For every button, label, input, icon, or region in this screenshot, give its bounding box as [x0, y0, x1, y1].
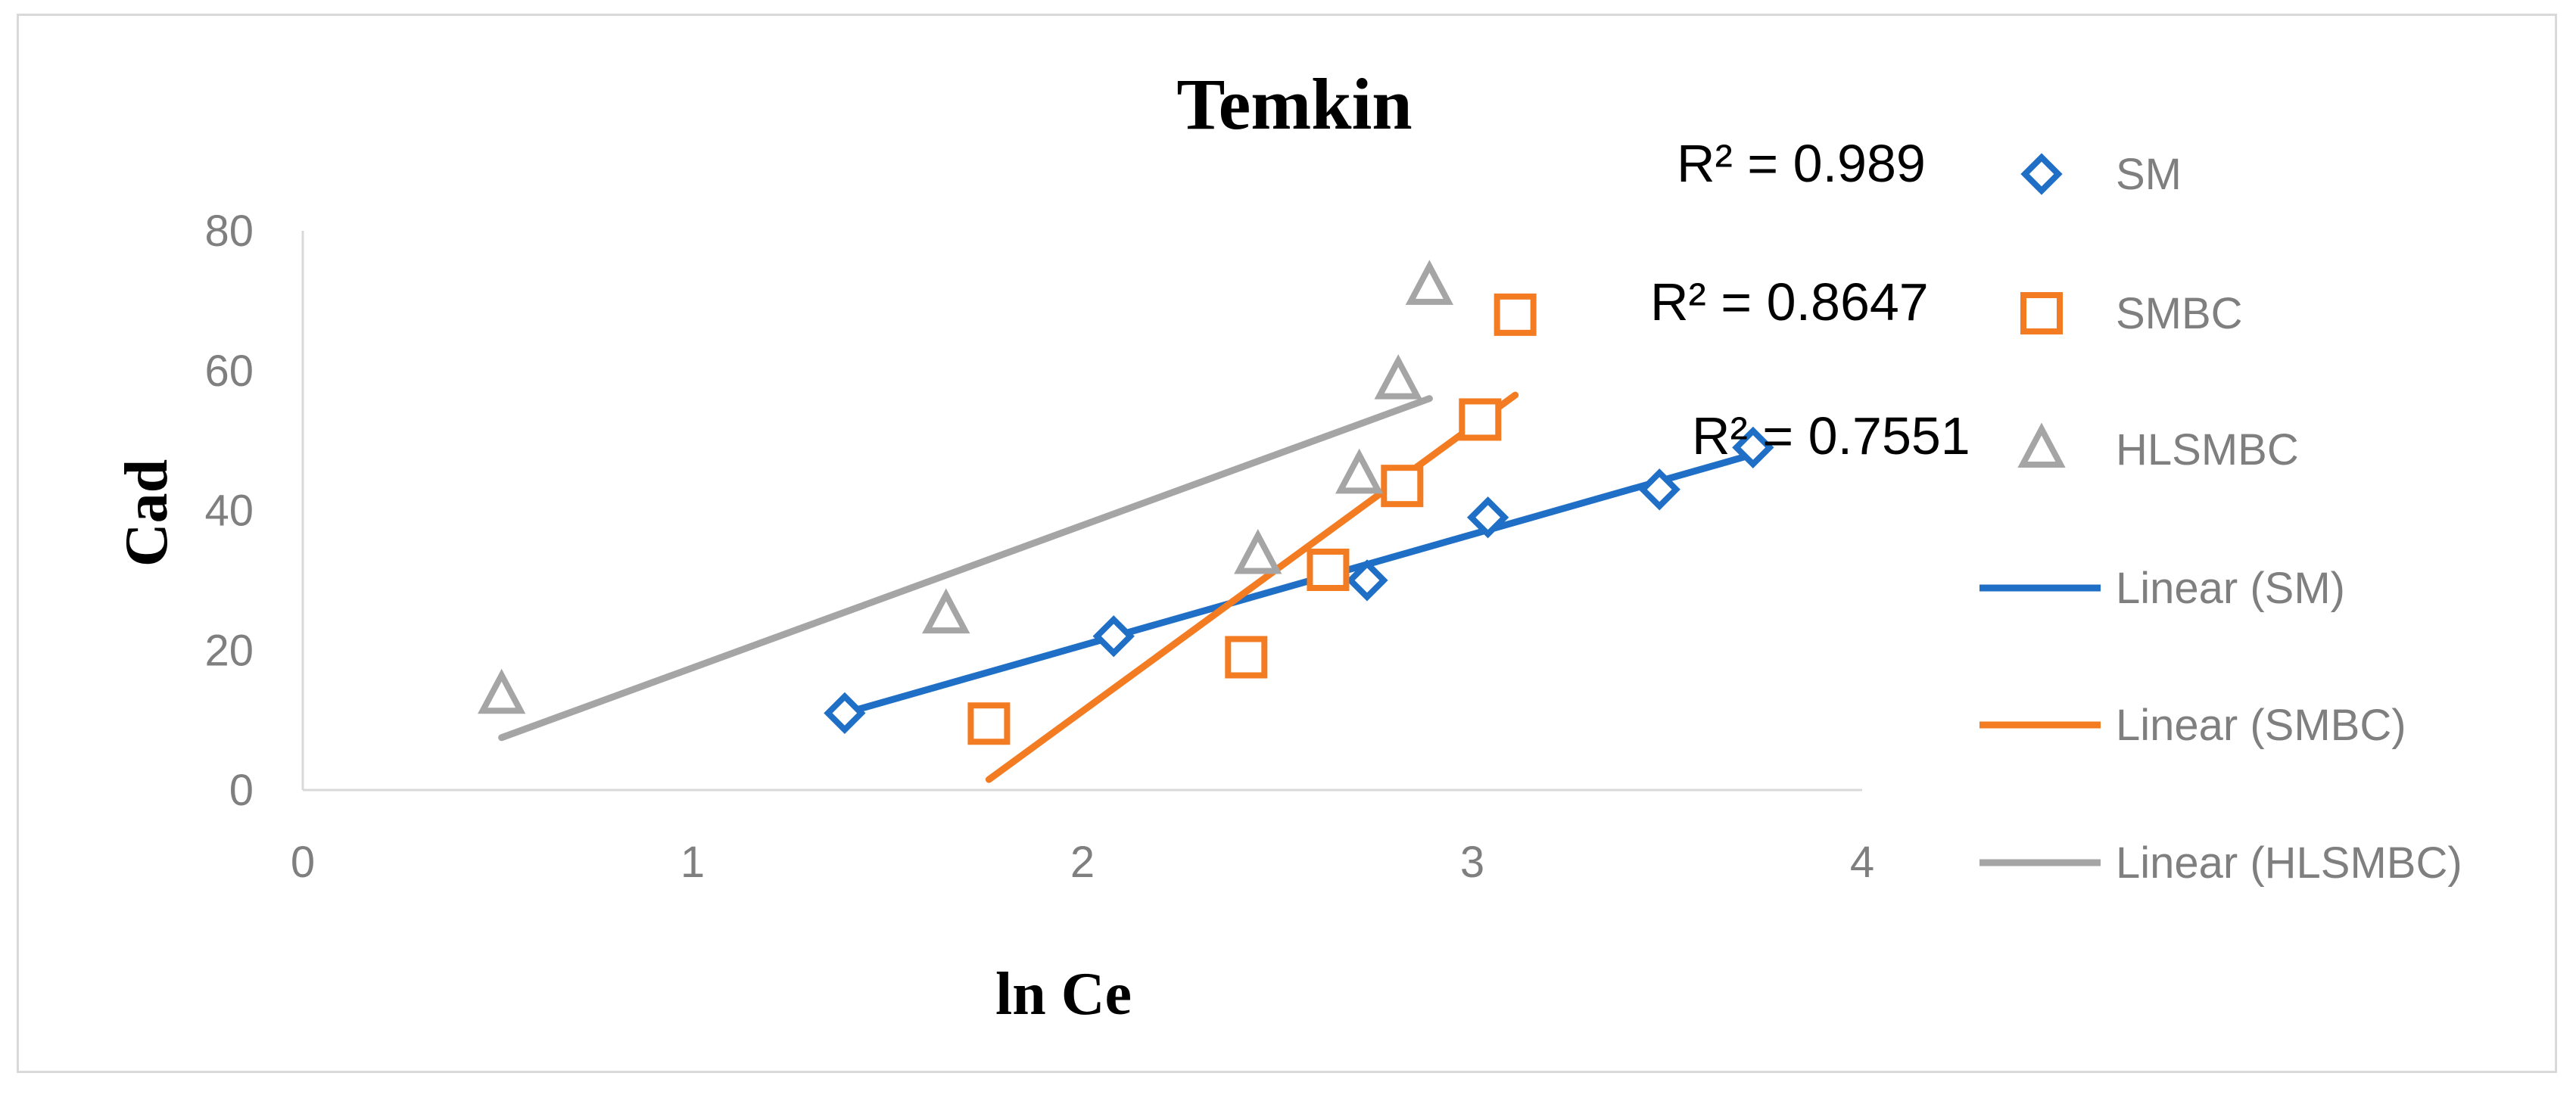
r-squared-labels: R² = 0.989 R² = 0.8647 R² = 0.7551	[1650, 134, 1970, 465]
point-smbc	[1494, 293, 1537, 336]
point-sm	[1466, 496, 1509, 539]
point-smbc	[1225, 636, 1268, 679]
chart-frame	[17, 14, 2557, 1073]
point-sm	[824, 692, 866, 735]
point-sm	[1732, 426, 1774, 469]
x-tick-label: 1	[681, 838, 705, 887]
y-tick-label: 0	[229, 766, 254, 815]
legend-label-sm: SM	[2116, 150, 2182, 199]
trendline-smbc	[985, 391, 1519, 783]
legend-label-linear-sm: Linear (SM)	[2116, 564, 2345, 613]
legend-label-smbc: SMBC	[2116, 289, 2243, 338]
point-smbc	[1459, 398, 1502, 441]
r2-label-hlsmbc: R² = 0.7551	[1692, 406, 1970, 465]
chart-title: Temkin	[1176, 64, 1412, 145]
y-tick-label: 40	[204, 487, 254, 536]
point-hlsmbc	[1335, 448, 1384, 494]
point-hlsmbc	[477, 668, 526, 714]
x-tick-label: 0	[291, 838, 315, 887]
trendline-hlsmbc	[498, 395, 1433, 742]
y-tick-label: 80	[204, 207, 254, 256]
y-tick-label: 20	[204, 626, 254, 675]
point-smbc	[1307, 549, 1350, 592]
legend-marker-hlsmbc	[2017, 422, 2066, 468]
legend-marker-sm	[2020, 153, 2063, 195]
x-tick-label: 4	[1850, 838, 1874, 887]
y-axis-title: Cad	[114, 459, 180, 567]
trendlines	[498, 391, 1757, 783]
point-hlsmbc	[1234, 529, 1282, 574]
point-hlsmbc	[1405, 260, 1454, 305]
data-markers	[477, 260, 1774, 745]
point-sm	[1638, 468, 1680, 511]
point-hlsmbc	[922, 588, 970, 634]
trendline-sm	[841, 451, 1757, 717]
x-axis-title: ln Ce	[995, 961, 1132, 1028]
legend-label-hlsmbc: HLSMBC	[2116, 425, 2299, 474]
legend: SM SMBC HLSMBC Linear (SM) Linear (SMBC) Line…	[1980, 150, 2462, 888]
x-tick-label: 2	[1070, 838, 1095, 887]
legend-label-linear-smbc: Linear (SMBC)	[2116, 701, 2406, 750]
r2-label-sm: R² = 0.989	[1677, 134, 1926, 193]
point-sm	[1346, 559, 1388, 602]
point-smbc	[1381, 465, 1424, 508]
y-tick-label: 60	[204, 347, 254, 396]
legend-marker-smbc	[2020, 292, 2063, 334]
point-smbc	[967, 702, 1011, 745]
point-hlsmbc	[1374, 354, 1422, 400]
r2-label-smbc: R² = 0.8647	[1650, 272, 1929, 331]
legend-label-linear-hlsmbc: Linear (HLSMBC)	[2116, 838, 2462, 888]
point-sm	[1092, 615, 1135, 658]
x-tick-label: 3	[1460, 838, 1484, 887]
